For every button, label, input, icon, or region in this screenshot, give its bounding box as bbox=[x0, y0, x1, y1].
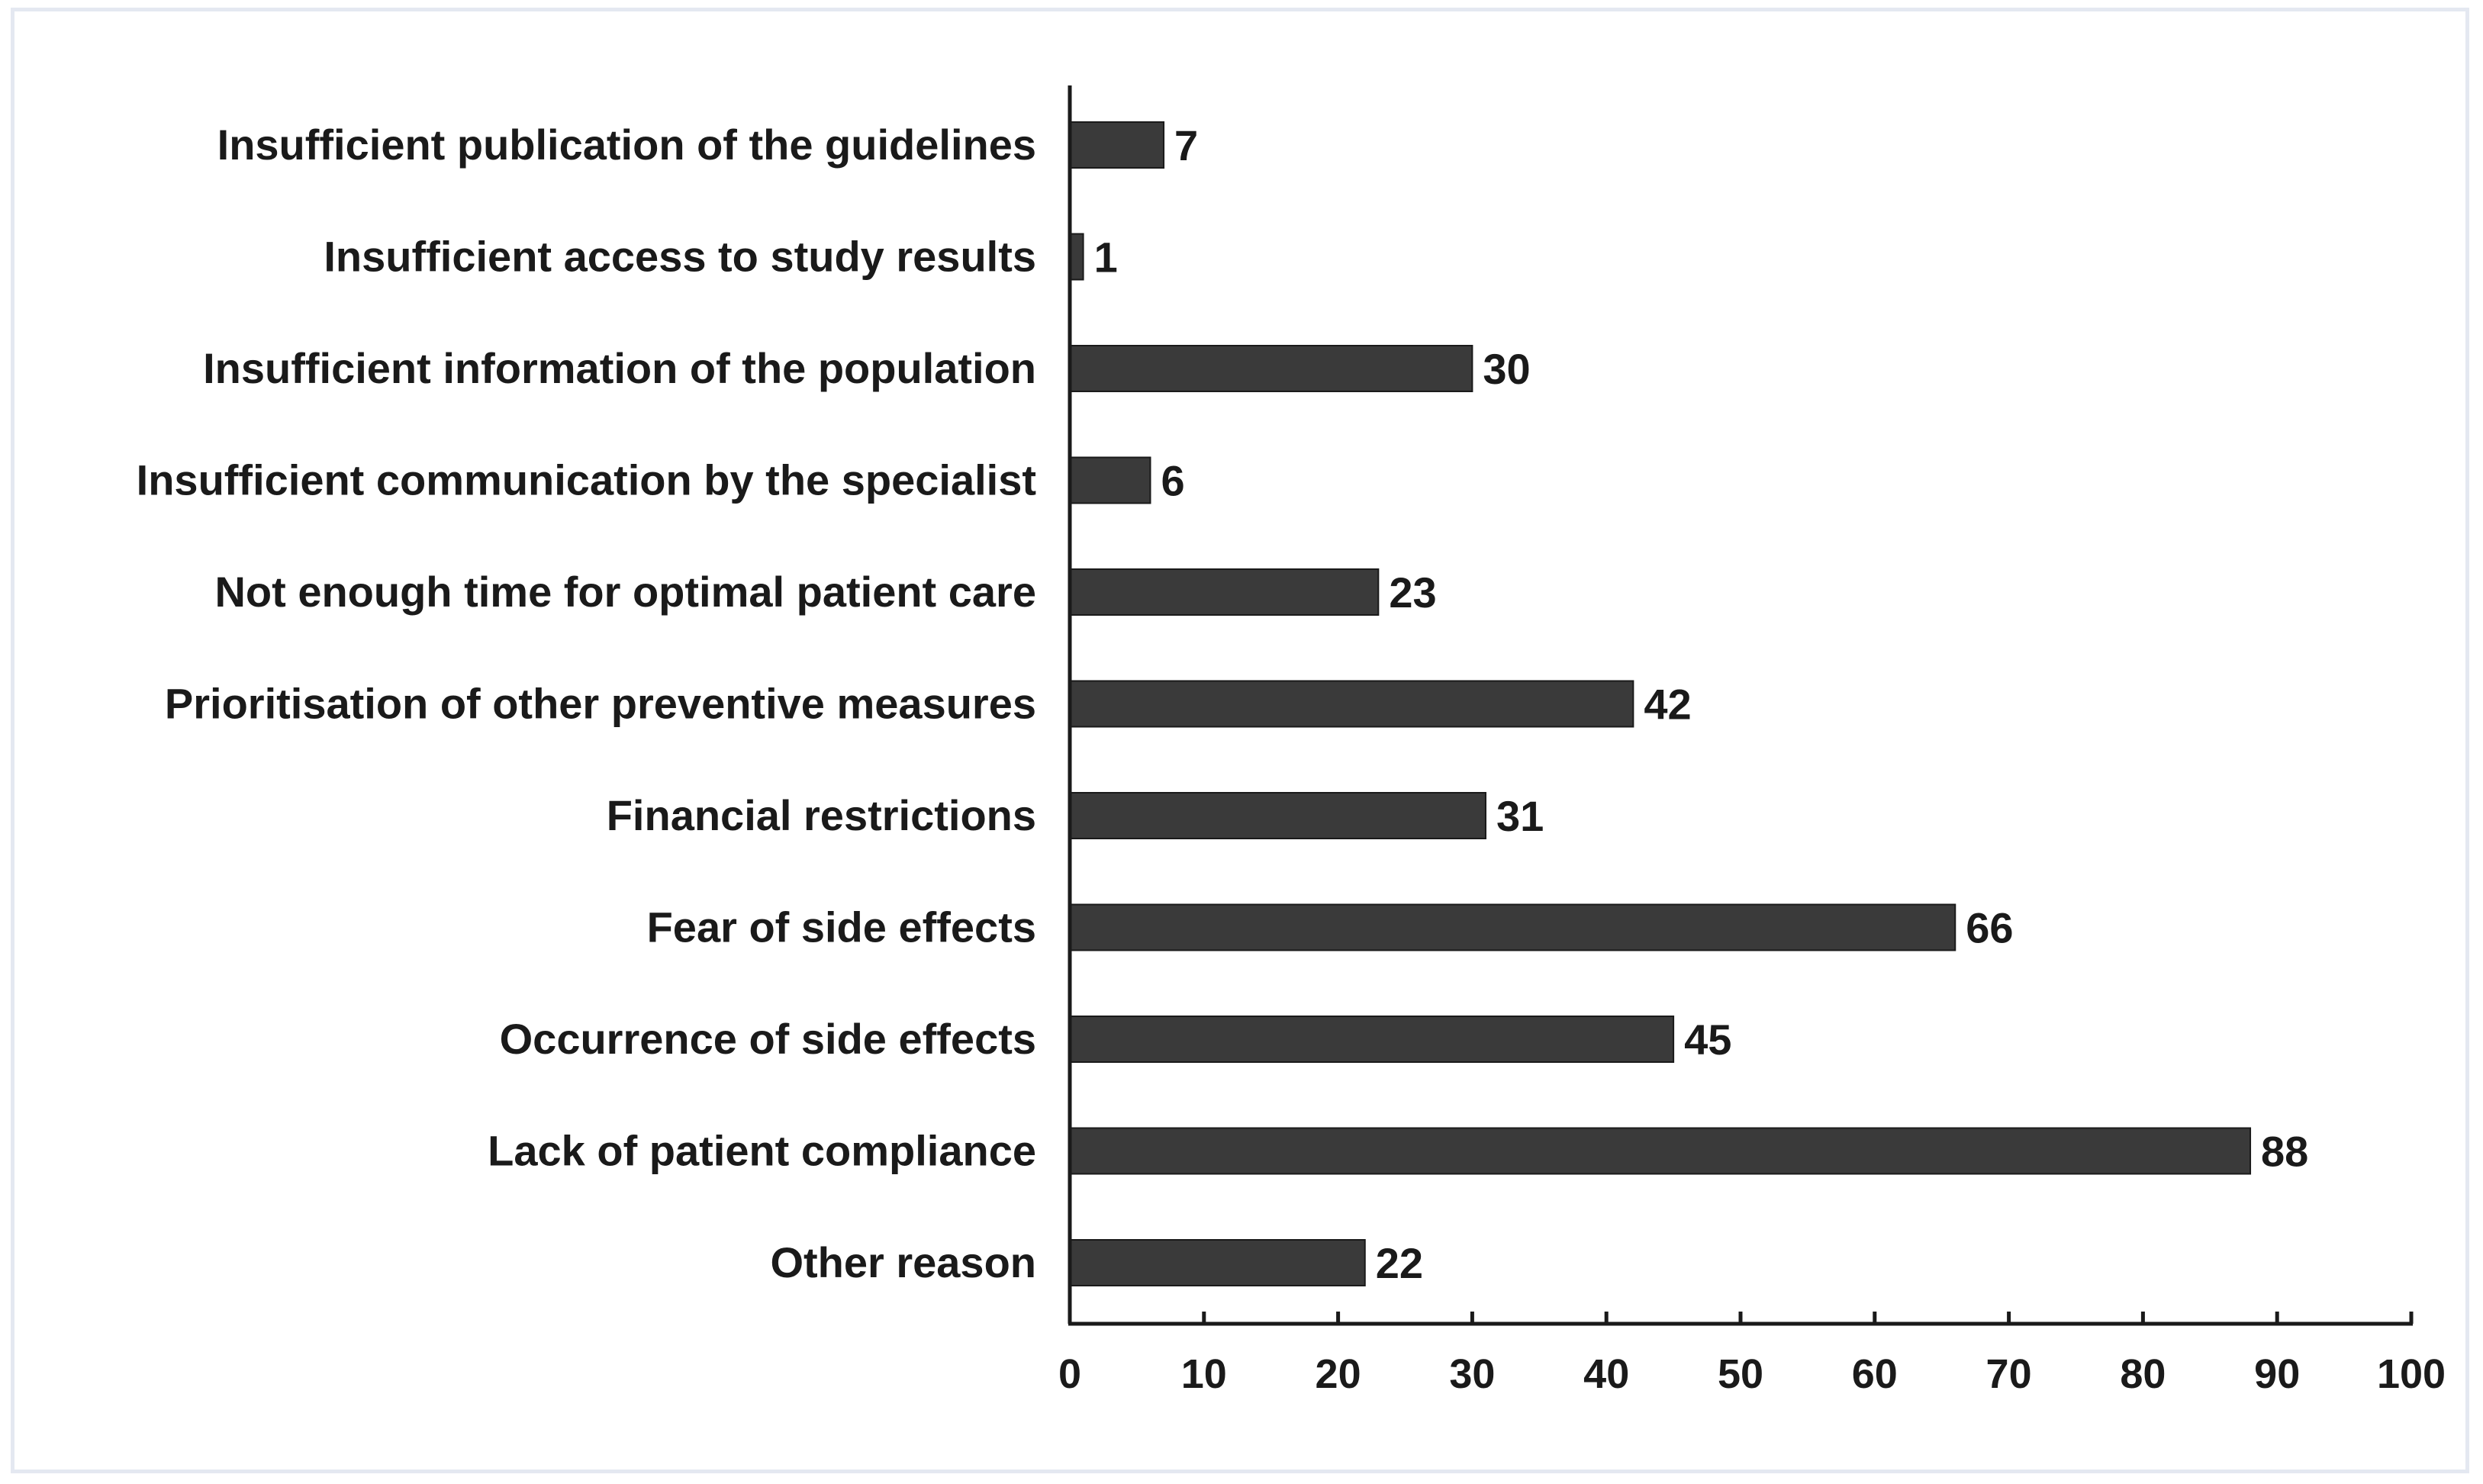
category-label-1: Insufficient publication of the guidelin… bbox=[217, 121, 1036, 169]
bars-layer bbox=[1069, 121, 2252, 1286]
x-tick-label-80: 80 bbox=[2120, 1351, 2166, 1397]
x-tick-label-40: 40 bbox=[1583, 1351, 1629, 1397]
x-tick-label-90: 90 bbox=[2254, 1351, 2300, 1397]
category-label-10: Lack of patient compliance bbox=[488, 1127, 1036, 1175]
value-label-9: 45 bbox=[1684, 1016, 1731, 1064]
value-label-11: 22 bbox=[1376, 1239, 1423, 1287]
value-label-4: 6 bbox=[1161, 457, 1184, 505]
category-label-11: Other reason bbox=[770, 1238, 1036, 1286]
category-label-8: Fear of side effects bbox=[647, 903, 1036, 951]
bar-7 bbox=[1069, 792, 1486, 839]
x-axis-ticks: 0 10 20 30 40 50 60 70 80 90 100 bbox=[1058, 1312, 2446, 1397]
category-label-3: Insufficient information of the populati… bbox=[203, 344, 1036, 392]
bar-10 bbox=[1069, 1127, 2252, 1175]
value-label-7: 31 bbox=[1496, 792, 1544, 840]
value-label-2: 1 bbox=[1094, 233, 1118, 282]
x-tick-label-10: 10 bbox=[1181, 1351, 1227, 1397]
category-label-4: Insufficient communication by the specia… bbox=[137, 456, 1036, 504]
bar-9 bbox=[1069, 1016, 1675, 1063]
x-tick-label-60: 60 bbox=[1852, 1351, 1898, 1397]
value-label-8: 66 bbox=[1966, 904, 2013, 952]
bar-4 bbox=[1069, 456, 1151, 504]
value-label-6: 42 bbox=[1644, 681, 1691, 729]
bar-6 bbox=[1069, 680, 1634, 728]
value-label-1: 7 bbox=[1174, 121, 1198, 169]
bar-11 bbox=[1069, 1239, 1366, 1286]
category-label-7: Financial restrictions bbox=[607, 791, 1036, 839]
category-labels: Insufficient publication of the guidelin… bbox=[137, 121, 1036, 1286]
x-tick-label-50: 50 bbox=[1718, 1351, 1763, 1397]
chart-frame bbox=[11, 8, 2469, 1473]
bar-1 bbox=[1069, 121, 1165, 169]
bar-3 bbox=[1069, 345, 1473, 392]
value-label-3: 30 bbox=[1483, 345, 1530, 393]
bar-2 bbox=[1069, 233, 1084, 281]
bar-5 bbox=[1069, 568, 1380, 616]
category-label-9: Occurrence of side effects bbox=[500, 1015, 1036, 1063]
value-labels: 7 1 30 6 23 42 31 66 45 88 22 bbox=[1094, 121, 2309, 1287]
bar-8 bbox=[1069, 903, 1956, 951]
value-label-5: 23 bbox=[1389, 568, 1436, 616]
value-label-10: 88 bbox=[2261, 1128, 2308, 1176]
x-tick-label-20: 20 bbox=[1316, 1351, 1361, 1397]
x-tick-label-100: 100 bbox=[2377, 1351, 2446, 1397]
category-label-6: Prioritisation of other preventive measu… bbox=[165, 680, 1036, 728]
x-tick-label-0: 0 bbox=[1058, 1351, 1081, 1397]
x-tick-label-70: 70 bbox=[1986, 1351, 2032, 1397]
x-tick-label-30: 30 bbox=[1449, 1351, 1495, 1397]
category-label-5: Not enough time for optimal patient care bbox=[214, 568, 1036, 616]
category-label-2: Insufficient access to study results bbox=[324, 233, 1036, 281]
